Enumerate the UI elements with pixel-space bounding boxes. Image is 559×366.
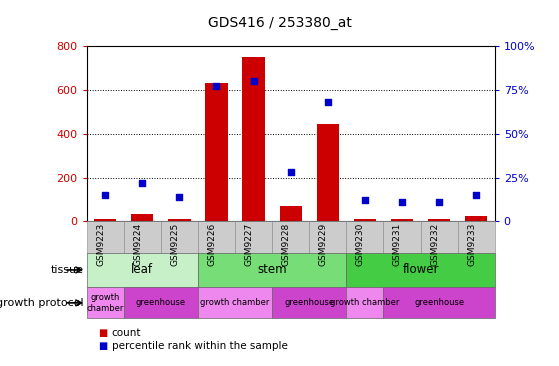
Text: tissue: tissue [51,265,84,275]
Text: GSM9226: GSM9226 [207,223,216,266]
Point [434,199,443,205]
Text: count: count [112,328,141,338]
Point [138,180,147,186]
Text: GSM9223: GSM9223 [96,223,105,266]
Bar [316,124,339,221]
Text: GSM9224: GSM9224 [133,223,143,266]
Text: GSM9233: GSM9233 [467,223,476,266]
Point [361,197,369,203]
Point [472,192,481,198]
Text: greenhouse: greenhouse [414,298,464,307]
Text: greenhouse: greenhouse [284,298,334,307]
Text: GSM9231: GSM9231 [393,223,402,266]
Point [101,192,110,198]
Text: growth chamber: growth chamber [330,298,400,307]
Bar [168,219,191,221]
Text: GSM9228: GSM9228 [282,223,291,266]
Point [212,83,221,89]
Point [397,199,406,205]
Bar [205,83,228,221]
Text: stem: stem [257,264,287,276]
Bar [243,57,265,221]
Text: growth protocol: growth protocol [0,298,84,308]
Text: leaf: leaf [131,264,153,276]
Bar [391,219,413,221]
Point [249,78,258,84]
Text: GSM9232: GSM9232 [430,223,439,266]
Text: ■: ■ [98,341,107,351]
Text: growth chamber: growth chamber [200,298,270,307]
Bar [280,206,302,221]
Text: ■: ■ [98,328,107,338]
Text: flower: flower [402,264,439,276]
Text: growth
chamber: growth chamber [87,293,124,313]
Text: percentile rank within the sample: percentile rank within the sample [112,341,288,351]
Text: GDS416 / 253380_at: GDS416 / 253380_at [207,16,352,30]
Bar [354,219,376,221]
Text: greenhouse: greenhouse [136,298,186,307]
Bar [131,214,153,221]
Text: GSM9225: GSM9225 [170,223,179,266]
Bar [428,219,450,221]
Text: GSM9229: GSM9229 [319,223,328,266]
Point [323,99,332,105]
Text: GSM9230: GSM9230 [356,223,365,266]
Point [175,194,184,200]
Text: GSM9227: GSM9227 [245,223,254,266]
Point [286,169,295,175]
Bar [465,216,487,221]
Bar [94,219,116,221]
